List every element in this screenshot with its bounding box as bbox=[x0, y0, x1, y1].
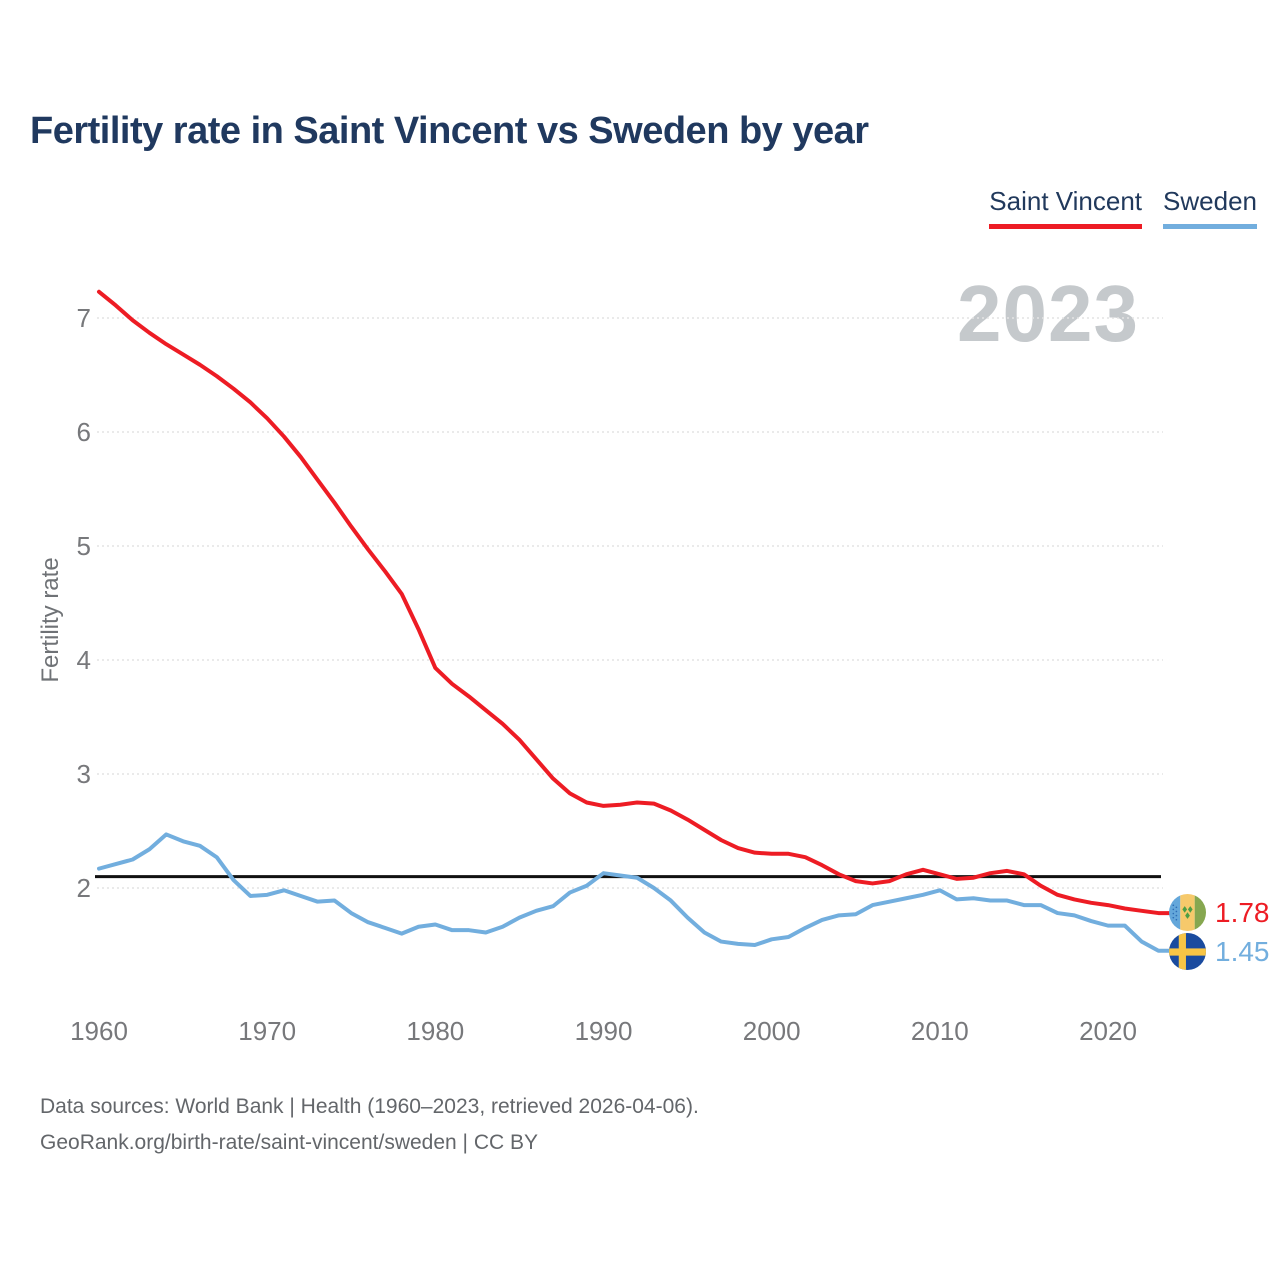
y-tick-label-4: 4 bbox=[77, 645, 91, 675]
y-tick-label-3: 3 bbox=[77, 759, 91, 789]
legend-item-saint-vincent[interactable]: Saint Vincent bbox=[989, 186, 1143, 229]
legend-item-sweden[interactable]: Sweden bbox=[1163, 186, 1257, 229]
series-line-sweden bbox=[97, 832, 1178, 953]
x-tick-label-1960: 1960 bbox=[70, 1016, 128, 1046]
year-watermark: 2023 bbox=[957, 269, 1139, 358]
footer: Data sources: World Bank | Health (1960–… bbox=[40, 1089, 699, 1161]
series-line-saint-vincent bbox=[97, 289, 1178, 916]
data-sources-line: Data sources: World Bank | Health (1960–… bbox=[40, 1095, 699, 1118]
y-tick-label-7: 7 bbox=[77, 303, 91, 333]
x-tick-label-2010: 2010 bbox=[911, 1016, 969, 1046]
end-label-sweden: 1.45 bbox=[1169, 933, 1270, 970]
x-tick-label-1970: 1970 bbox=[238, 1016, 296, 1046]
sweden-latest-value: 1.45 bbox=[1215, 936, 1270, 967]
page-title: Fertility rate in Saint Vincent vs Swede… bbox=[30, 110, 869, 152]
y-tick-label-6: 6 bbox=[77, 417, 91, 447]
x-tick-label-1990: 1990 bbox=[575, 1016, 633, 1046]
legend: Saint Vincent Sweden bbox=[989, 186, 1257, 229]
x-tick-label-1980: 1980 bbox=[406, 1016, 464, 1046]
saint-vincent-latest-value: 1.78 bbox=[1215, 897, 1270, 928]
x-tick-label-2020: 2020 bbox=[1079, 1016, 1137, 1046]
y-tick-label-5: 5 bbox=[77, 531, 91, 561]
sweden-flag-icon bbox=[1169, 933, 1206, 970]
y-tick-label-2: 2 bbox=[77, 873, 91, 903]
end-label-saint-vincent: 1.78 bbox=[1169, 894, 1270, 931]
attribution-line: GeoRank.org/birth-rate/saint-vincent/swe… bbox=[40, 1131, 539, 1154]
saint-vincent-flag-icon bbox=[1169, 894, 1206, 931]
x-tick-label-2000: 2000 bbox=[743, 1016, 801, 1046]
